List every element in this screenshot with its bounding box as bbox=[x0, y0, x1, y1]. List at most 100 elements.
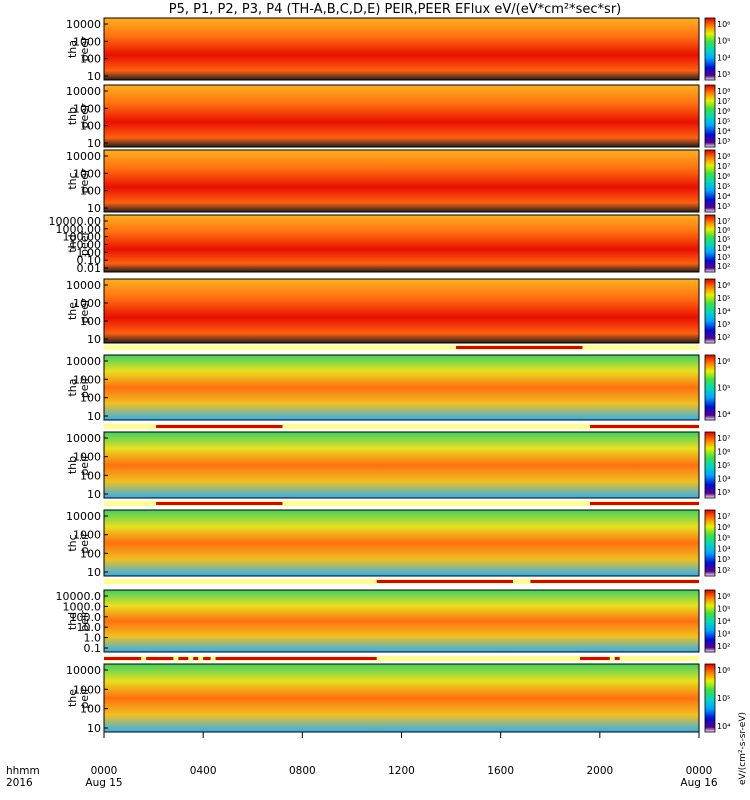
flag-segment bbox=[376, 580, 514, 583]
colorbar-tick-label: 10³ bbox=[717, 630, 730, 639]
colorbar-tick-label: 10³ bbox=[717, 253, 730, 262]
y-tick-label: 100 bbox=[80, 120, 101, 133]
y-tick-label: 1000 bbox=[73, 297, 101, 310]
spectrogram-panel: thd peer 0.010.101.0010.00100.001000.00100… bbox=[49, 214, 730, 275]
y-tick-label: 100 bbox=[80, 315, 101, 328]
y-tick-label: 10000.0 bbox=[56, 590, 102, 603]
colorbar-tick-label: 10⁴ bbox=[717, 307, 730, 316]
y-axis-label: peir bbox=[78, 376, 91, 398]
y-tick-label: 100 bbox=[80, 469, 101, 482]
colorbar bbox=[704, 149, 716, 213]
y-tick-label: 10 bbox=[87, 488, 101, 501]
y-tick-label: 1000 bbox=[73, 683, 101, 696]
y-tick-label: 1000 bbox=[73, 529, 101, 542]
x-date-label: Aug 16 bbox=[680, 777, 718, 789]
y-axis-label: tha bbox=[66, 40, 79, 58]
flag-bar bbox=[104, 424, 699, 429]
colorbar-tick-label: 10⁵ bbox=[717, 37, 730, 46]
colorbar-tick-label: 10⁴ bbox=[717, 192, 730, 201]
y-axis-label: peer bbox=[78, 231, 91, 257]
colorbar bbox=[704, 663, 716, 733]
colorbar-tick-label: 10⁶ bbox=[717, 523, 730, 532]
y-tick-label: 10000 bbox=[66, 279, 101, 292]
colorbar-tick-label: 10⁴ bbox=[717, 127, 730, 136]
heatmap-area bbox=[104, 664, 699, 732]
y-tick-label: 100 bbox=[80, 392, 101, 405]
panel-frame bbox=[103, 278, 700, 344]
y-axis-label: peir bbox=[78, 454, 91, 476]
x-tick-label: 0800 bbox=[289, 765, 316, 777]
flag-segment bbox=[156, 502, 283, 505]
colorbar-tick-label: 10⁵ bbox=[717, 384, 730, 393]
colorbar-tick-label: 10⁴ bbox=[717, 410, 730, 419]
panel-frame bbox=[103, 214, 700, 273]
y-axis-label: peir bbox=[78, 610, 91, 632]
y-tick-label: 100 bbox=[80, 547, 101, 560]
flag-segment bbox=[456, 346, 583, 349]
colorbar-tick-label: 10⁵ bbox=[717, 182, 730, 191]
y-axis-label: thc bbox=[66, 534, 79, 551]
colorbar-tick-label: 10⁶ bbox=[717, 107, 730, 116]
y-axis-label: tha bbox=[66, 378, 79, 396]
colorbar-tick-label: 10⁵ bbox=[717, 605, 730, 614]
heatmap-area bbox=[104, 510, 699, 576]
y-tick-label: 10000 bbox=[66, 355, 101, 368]
colorbar bbox=[704, 509, 716, 577]
y-tick-label: 10000 bbox=[66, 150, 101, 163]
y-tick-label: 10 bbox=[87, 137, 101, 150]
colorbar-tick-label: 10⁴ bbox=[717, 617, 730, 626]
colorbar-tick-label: 10⁴ bbox=[717, 244, 730, 253]
heatmap-area bbox=[104, 85, 699, 147]
y-tick-label: 0.10 bbox=[77, 254, 102, 267]
colorbar-tick-label: 10³ bbox=[717, 555, 730, 564]
y-axis-label: thd bbox=[66, 234, 79, 252]
y-axis-label: peer bbox=[78, 298, 91, 324]
panel-frame bbox=[103, 149, 700, 213]
y-tick-label: 0.01 bbox=[77, 262, 102, 275]
flag-segment bbox=[215, 657, 377, 660]
colorbar-tick-label: 10⁸ bbox=[717, 152, 730, 161]
flag-segment bbox=[530, 580, 699, 583]
y-tick-label: 10 bbox=[87, 333, 101, 346]
y-tick-label: 10 bbox=[87, 722, 101, 735]
colorbar bbox=[704, 589, 716, 653]
colorbar-tick-label: 10⁵ bbox=[717, 461, 730, 470]
y-axis-label: peer bbox=[78, 36, 91, 62]
colorbar-tick-label: 10² bbox=[717, 262, 730, 271]
colorbar-tick-label: 10⁶ bbox=[717, 592, 730, 601]
panel-frame bbox=[103, 589, 700, 653]
x-row-label-hhmm: hhmm bbox=[6, 765, 40, 777]
panel-frame bbox=[103, 354, 700, 421]
colorbar-tick-label: 10⁷ bbox=[717, 162, 730, 171]
colorbar-tick-label: 10⁷ bbox=[717, 512, 730, 521]
y-axis-label: peir bbox=[78, 532, 91, 554]
spectrogram-panel: the peer 10 100 1000 10000 10⁶ 10⁵ 10⁴ 10³ 10² bbox=[66, 278, 730, 350]
flag-segment bbox=[589, 502, 699, 505]
colorbar-tick-label: 10² bbox=[717, 333, 730, 342]
flag-segment bbox=[203, 657, 211, 660]
colorbar bbox=[704, 431, 716, 499]
colorbar-tick-label: 10⁶ bbox=[717, 20, 730, 29]
y-tick-label: 1000.0 bbox=[63, 600, 102, 613]
x-tick-label: 0400 bbox=[190, 765, 217, 777]
flag-segment bbox=[146, 657, 174, 660]
colorbar-tick-label: 10⁶ bbox=[717, 226, 730, 235]
flag-bar bbox=[104, 501, 699, 506]
colorbar-tick-label: 10⁶ bbox=[717, 448, 730, 457]
y-tick-label: 100 bbox=[80, 185, 101, 198]
y-tick-label: 10 bbox=[87, 202, 101, 215]
y-tick-label: 1000.00 bbox=[56, 223, 102, 236]
x-tick-label: 2000 bbox=[586, 765, 613, 777]
flag-bar bbox=[104, 345, 699, 350]
y-axis-label: peir bbox=[78, 687, 91, 709]
panel-frame bbox=[103, 431, 700, 499]
y-tick-label: 1000 bbox=[73, 373, 101, 386]
colorbar-unit-label: eV/(cm²-s-sr-eV) bbox=[738, 712, 748, 785]
x-date-label: Aug 15 bbox=[85, 777, 122, 789]
y-tick-label: 100 bbox=[80, 53, 101, 66]
flag-segment bbox=[156, 425, 283, 428]
